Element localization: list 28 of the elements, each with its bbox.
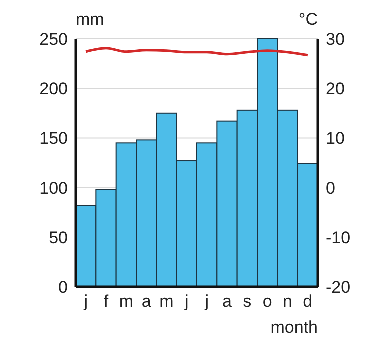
y2-tick-label: 0 — [326, 178, 336, 198]
x-tick-label: a — [222, 292, 233, 311]
y-tick-label: 200 — [40, 80, 68, 99]
x-tick-label: d — [303, 292, 313, 311]
y2-tick-label: 10 — [326, 129, 345, 148]
x-tick-label: m — [160, 292, 174, 311]
y2-axis-title: °C — [298, 10, 318, 29]
y2-tick-label: 30 — [326, 30, 345, 49]
y2-tick-label: 20 — [326, 80, 345, 99]
y-tick-label: 50 — [49, 228, 68, 248]
y-axis-title: mm — [76, 10, 104, 29]
x-tick-label: s — [243, 292, 252, 311]
y-tick-label: 150 — [40, 129, 68, 148]
y-tick-label: 0 — [58, 278, 68, 297]
y2-tick-label: -10 — [326, 228, 351, 248]
x-tick-label: f — [104, 292, 109, 311]
x-tick-label: o — [262, 292, 272, 311]
x-tick-label: j — [83, 292, 88, 311]
x-tick-label: m — [119, 292, 134, 311]
x-tick-label: j — [204, 292, 209, 311]
x-tick-label: a — [142, 292, 152, 311]
y2-tick-label: -20 — [326, 278, 351, 297]
y-tick-label: 100 — [40, 178, 68, 198]
x-axis-title: month — [270, 318, 318, 337]
x-tick-label: j — [184, 292, 189, 311]
x-tick-label: n — [283, 292, 292, 311]
line-series — [84, 47, 310, 57]
y-tick-label: 250 — [40, 30, 68, 49]
